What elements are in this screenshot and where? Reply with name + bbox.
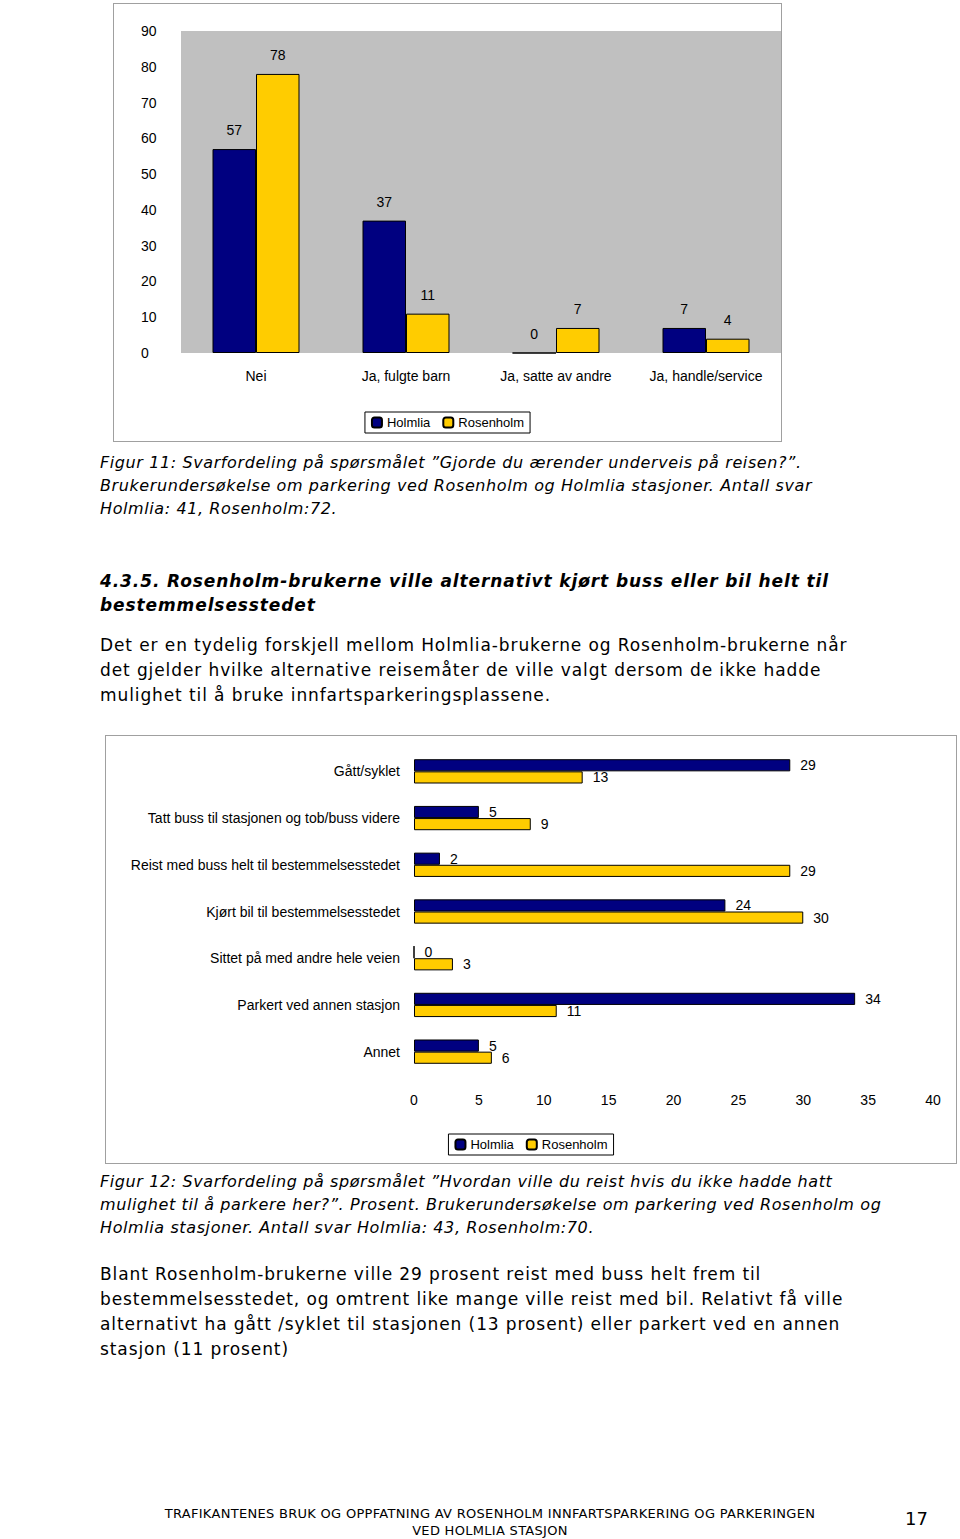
svg-text:30: 30	[795, 1092, 811, 1108]
html-text:Brukerundersøkelse om parkerin: Brukerundersøkelse om parkering ved Rose…	[100, 476, 813, 495]
svg-text:Sittet på med andre hele veien: Sittet på med andre hele veien	[210, 950, 400, 966]
svg-text:Ja, satte av andre: Ja, satte av andre	[500, 368, 612, 384]
svg-text:80: 80	[141, 59, 157, 75]
svg-text:70: 70	[141, 95, 157, 111]
svg-text:40: 40	[141, 202, 157, 218]
svg-text:0: 0	[530, 326, 538, 342]
svg-text:0: 0	[410, 1092, 418, 1108]
svg-text:Reist med buss helt til bestem: Reist med buss helt til bestemmelsessted…	[131, 857, 400, 873]
svg-text:7: 7	[680, 301, 688, 317]
svg-text:50: 50	[141, 166, 157, 182]
svg-text:35: 35	[860, 1092, 876, 1108]
html-text:17: 17	[905, 1508, 928, 1529]
html-text:bestemmelsesstedet, og omtrent: bestemmelsesstedet, og omtrent like mang…	[100, 1289, 844, 1309]
svg-text:Ja, handle/service: Ja, handle/service	[650, 368, 763, 384]
svg-text:7: 7	[574, 301, 582, 317]
svg-text:30: 30	[141, 238, 157, 254]
svg-text:40: 40	[925, 1092, 941, 1108]
svg-text:6: 6	[502, 1050, 510, 1066]
svg-text:Nei: Nei	[245, 368, 266, 384]
svg-text:29: 29	[800, 863, 816, 879]
html-text:Det er en tydelig forskjell me: Det er en tydelig forskjell mellom Holml…	[100, 635, 848, 655]
svg-text:5: 5	[475, 1092, 483, 1108]
svg-text:0: 0	[141, 345, 149, 361]
svg-text:34: 34	[865, 991, 881, 1007]
svg-text:9: 9	[541, 816, 549, 832]
svg-text:10: 10	[141, 309, 157, 325]
svg-text:90: 90	[141, 23, 157, 39]
html-text:4.3.5. Rosenholm-brukerne vill: 4.3.5. Rosenholm-brukerne ville alternat…	[100, 571, 830, 591]
svg-text:10: 10	[536, 1092, 552, 1108]
svg-text:Holmlia: Holmlia	[470, 1137, 514, 1152]
svg-text:30: 30	[813, 910, 829, 926]
svg-text:20: 20	[141, 273, 157, 289]
html-text:bestemmelsesstedet: bestemmelsesstedet	[100, 595, 316, 615]
svg-text:0: 0	[425, 944, 433, 960]
html-text:Figur 12: Svarfordeling på spø: Figur 12: Svarfordeling på spørsmålet ”H…	[100, 1172, 833, 1191]
svg-text:Rosenholm: Rosenholm	[458, 415, 524, 430]
svg-text:Annet: Annet	[363, 1044, 400, 1060]
svg-text:11: 11	[420, 287, 435, 303]
html-text:alternativt ha gått /syklet ti: alternativt ha gått /syklet til stasjone…	[100, 1314, 841, 1334]
svg-text:5: 5	[489, 804, 497, 820]
html-text:Holmlia: 41, Rosenholm:72.: Holmlia: 41, Rosenholm:72.	[100, 499, 338, 518]
svg-text:15: 15	[601, 1092, 617, 1108]
svg-text:Ja, fulgte barn: Ja, fulgte barn	[362, 368, 451, 384]
svg-text:2: 2	[450, 851, 458, 867]
svg-text:25: 25	[731, 1092, 747, 1108]
svg-text:Tatt buss til stasjonen og tob: Tatt buss til stasjonen og tob/buss vide…	[148, 810, 400, 826]
svg-text:3: 3	[463, 956, 471, 972]
html-text:det gjelder hvilke alternative: det gjelder hvilke alternative reisemåte…	[100, 660, 822, 680]
svg-text:Kjørt bil til bestemmelsessted: Kjørt bil til bestemmelsesstedet	[206, 904, 400, 920]
svg-text:29: 29	[800, 757, 816, 773]
svg-text:Holmlia: Holmlia	[387, 415, 431, 430]
svg-text:13: 13	[593, 769, 609, 785]
svg-text:60: 60	[141, 130, 157, 146]
html-text:stasjon (11 prosent): stasjon (11 prosent)	[100, 1339, 289, 1359]
html-text:Figur 11: Svarfordeling på spø: Figur 11: Svarfordeling på spørsmålet ”G…	[100, 453, 802, 472]
svg-text:11: 11	[567, 1003, 582, 1019]
html-text:TRAFIKANTENES BRUK OG OPPFATNI: TRAFIKANTENES BRUK OG OPPFATNING AV ROSE…	[164, 1506, 816, 1521]
svg-text:24: 24	[735, 897, 751, 913]
svg-text:Gått/syklet: Gått/syklet	[334, 763, 400, 779]
svg-text:Rosenholm: Rosenholm	[542, 1137, 608, 1152]
html-text:Holmlia stasjoner. Antall svar: Holmlia stasjoner. Antall svar Holmlia: …	[100, 1218, 595, 1237]
svg-text:4: 4	[724, 312, 732, 328]
html-text:VED HOLMLIA STASJON: VED HOLMLIA STASJON	[412, 1523, 568, 1538]
svg-text:20: 20	[666, 1092, 682, 1108]
svg-text:78: 78	[270, 47, 286, 63]
html-text:Blant Rosenholm-brukerne ville: Blant Rosenholm-brukerne ville 29 prosen…	[100, 1264, 762, 1284]
svg-text:57: 57	[226, 122, 242, 138]
html-text:mulighet til å parkere her?”.: mulighet til å parkere her?”. Prosent. B…	[100, 1195, 882, 1214]
html-text:mulighet til å bruke innfartsp: mulighet til å bruke innfartsparkeringsp…	[100, 685, 551, 705]
svg-text:5: 5	[489, 1038, 497, 1054]
svg-text:Parkert ved annen stasjon: Parkert ved annen stasjon	[237, 997, 400, 1013]
svg-text:37: 37	[376, 194, 392, 210]
